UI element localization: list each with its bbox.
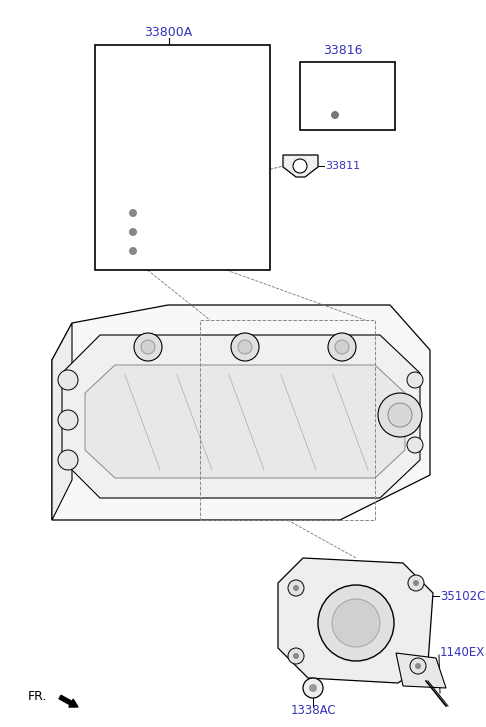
Polygon shape xyxy=(283,155,318,177)
FancyArrow shape xyxy=(59,695,78,707)
Polygon shape xyxy=(396,653,446,688)
Circle shape xyxy=(134,333,162,361)
Circle shape xyxy=(407,372,423,388)
Text: 26317A: 26317A xyxy=(153,227,196,237)
Text: 33801: 33801 xyxy=(153,246,188,256)
Text: 33805: 33805 xyxy=(153,208,188,218)
Circle shape xyxy=(413,580,419,586)
Circle shape xyxy=(288,648,304,664)
Circle shape xyxy=(293,159,307,173)
Text: 33811: 33811 xyxy=(325,161,360,171)
Bar xyxy=(300,62,395,130)
Text: 35102C: 35102C xyxy=(440,590,486,603)
Polygon shape xyxy=(62,335,420,498)
Circle shape xyxy=(332,599,380,647)
Circle shape xyxy=(129,247,137,255)
Circle shape xyxy=(238,340,252,354)
Circle shape xyxy=(415,663,421,669)
Bar xyxy=(200,320,375,520)
Text: 1338AC: 1338AC xyxy=(290,704,336,717)
Text: 33800A: 33800A xyxy=(144,26,192,39)
Polygon shape xyxy=(85,365,405,478)
Circle shape xyxy=(407,437,423,453)
Circle shape xyxy=(378,393,422,437)
Circle shape xyxy=(125,243,141,259)
Circle shape xyxy=(303,678,323,698)
Circle shape xyxy=(293,653,299,659)
Circle shape xyxy=(325,105,345,125)
Circle shape xyxy=(58,410,78,430)
Circle shape xyxy=(141,340,155,354)
Circle shape xyxy=(408,575,424,591)
Circle shape xyxy=(328,333,356,361)
Text: FR.: FR. xyxy=(28,691,47,704)
Circle shape xyxy=(129,209,137,217)
Circle shape xyxy=(318,585,394,661)
Circle shape xyxy=(125,224,141,240)
Bar xyxy=(95,45,270,270)
Circle shape xyxy=(231,333,259,361)
Circle shape xyxy=(331,111,339,119)
Text: 33815E: 33815E xyxy=(350,110,392,120)
Polygon shape xyxy=(52,323,72,520)
Circle shape xyxy=(410,658,426,674)
Circle shape xyxy=(58,450,78,470)
Text: 1140EX: 1140EX xyxy=(440,646,485,659)
Circle shape xyxy=(309,684,317,692)
Circle shape xyxy=(125,205,141,221)
Circle shape xyxy=(129,228,137,236)
Polygon shape xyxy=(52,305,430,520)
Circle shape xyxy=(293,585,299,591)
Circle shape xyxy=(388,403,412,427)
Circle shape xyxy=(58,370,78,390)
Polygon shape xyxy=(278,558,433,683)
Text: 33816: 33816 xyxy=(323,44,363,57)
Circle shape xyxy=(335,340,349,354)
Circle shape xyxy=(288,580,304,596)
